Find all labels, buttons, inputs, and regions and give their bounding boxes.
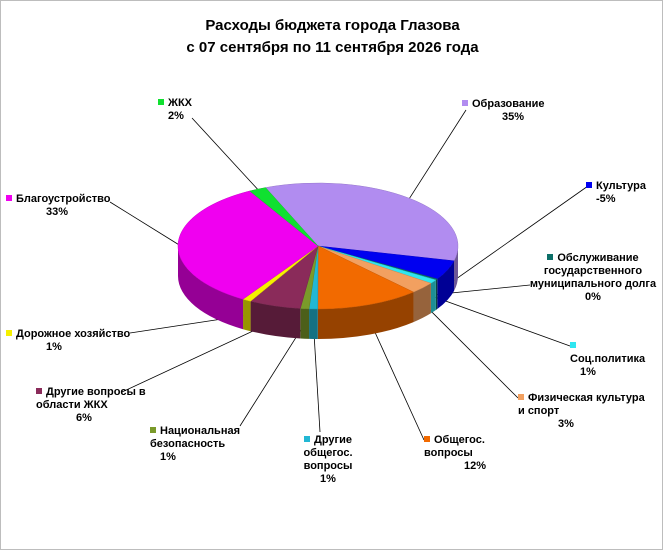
label-percent: 35% (502, 111, 525, 123)
label-name: Дорожное хозяйство (16, 328, 131, 340)
data-label-slice-2: Обслуживание государственного муниципаль… (528, 252, 658, 304)
label-swatch (424, 436, 430, 442)
label-swatch (547, 254, 554, 260)
pie-slice-slice-5 (317, 245, 415, 310)
data-label-slice-11: ЖКХ 2% (158, 97, 218, 123)
data-label-slice-7: Национальная безопасность 1% (150, 425, 245, 464)
data-label-slice-1: Культура -5% (586, 180, 656, 206)
label-percent: 1% (160, 451, 176, 463)
pie-slice-slice-11 (249, 187, 319, 247)
data-label-slice-3: Соц.политика 1% (570, 340, 655, 379)
label-name: ЖКХ (168, 97, 192, 109)
pie-side-slice-3 (430, 279, 436, 314)
label-name: Соц.политика (570, 353, 646, 365)
label-percent: 12% (464, 460, 487, 472)
pie-slice-slice-0 (265, 182, 459, 262)
label-swatch (158, 99, 164, 105)
pie-sides (178, 246, 458, 339)
data-label-slice-8: Другие вопросы в области ЖКХ 6% (36, 386, 156, 425)
label-name: Другие общегос. вопросы (303, 434, 353, 472)
data-label-slice-4: Физическая культура и спорт 3% (518, 392, 648, 431)
label-swatch (462, 100, 468, 106)
label-name: Общегос. вопросы (424, 434, 485, 459)
pie-side-slice-1 (437, 260, 455, 309)
label-percent: 1% (46, 341, 62, 353)
leader-line-slice-11 (191, 117, 258, 190)
label-name: Благоустройство (16, 193, 111, 205)
label-swatch (304, 436, 310, 442)
data-label-slice-10: Благоустройство 33% (6, 193, 116, 219)
leader-line-slice-4 (422, 302, 519, 399)
chart-title-block: Расходы бюджета города Глазова с 07 сент… (1, 15, 663, 59)
pie-side-slice-4 (413, 283, 431, 323)
label-name: Физическая культура и спорт (518, 392, 645, 417)
pie-side-slice-6 (309, 308, 318, 339)
leader-line-slice-7 (239, 323, 306, 427)
label-percent: 1% (580, 366, 596, 378)
label-percent: 33% (46, 206, 69, 218)
data-label-slice-5: Общегос. вопросы 12% (424, 434, 534, 473)
label-name: Культура (596, 180, 646, 192)
leader-line-slice-6 (313, 323, 321, 433)
pie-side-slice-8 (250, 301, 301, 339)
leader-line-slice-1 (447, 185, 589, 286)
label-swatch (36, 388, 42, 394)
pie-side-slice-0 (454, 246, 458, 291)
label-swatch (570, 342, 576, 348)
data-label-slice-6: Другие общегос. вопросы 1% (284, 434, 372, 486)
leader-lines (109, 109, 589, 441)
chart-title: Расходы бюджета города Глазова (205, 17, 460, 34)
label-percent: 2% (168, 110, 184, 122)
pie-side-slice-7 (300, 308, 310, 339)
label-percent: 0% (585, 291, 601, 303)
label-percent: 6% (76, 412, 92, 424)
label-percent: 3% (558, 418, 574, 430)
chart-subtitle: с 07 сентября по 11 сентября 2026 года (186, 39, 479, 56)
leader-line-slice-8 (121, 320, 275, 393)
pie-tops (177, 182, 459, 310)
label-swatch (586, 182, 592, 188)
leader-line-slice-5 (368, 319, 425, 441)
label-swatch (150, 427, 156, 433)
label-name: Образование (472, 98, 545, 110)
label-swatch (6, 330, 12, 336)
pie-side-slice-10 (178, 246, 244, 330)
pie-side-slice-2 (435, 278, 438, 310)
leader-line-slice-0 (409, 109, 467, 199)
label-name: Обслуживание государственного муниципаль… (529, 252, 657, 290)
label-swatch (6, 195, 12, 201)
data-label-slice-0: Образование 35% (462, 98, 582, 124)
leader-line-slice-10 (109, 201, 179, 245)
leader-line-slice-3 (433, 296, 571, 347)
label-name: Другие вопросы в области ЖКХ (36, 386, 146, 411)
label-name: Национальная безопасность (150, 425, 240, 450)
pie-side-slice-9 (243, 299, 251, 332)
label-percent: 1% (320, 473, 336, 485)
label-swatch (518, 394, 524, 400)
pie-side-slice-5 (317, 292, 414, 339)
data-label-slice-9: Дорожное хозяйство 1% (6, 328, 156, 354)
label-percent: -5% (596, 193, 616, 205)
